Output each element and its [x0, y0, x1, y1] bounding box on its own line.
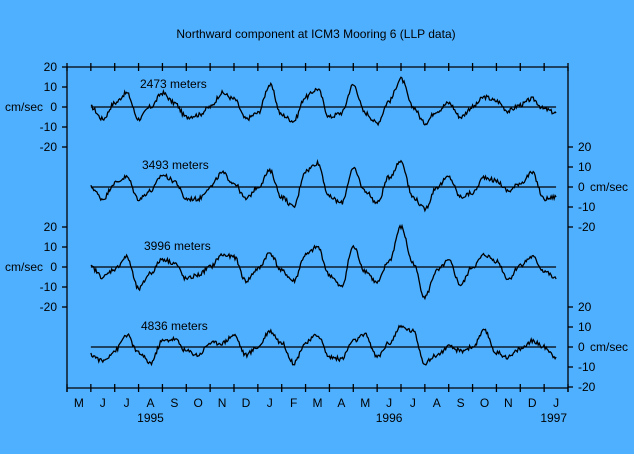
series-label: 4836 meters — [141, 319, 208, 333]
y-tick-label: 0 — [50, 260, 57, 274]
series-line — [90, 324, 557, 367]
x-tick-label: J — [386, 396, 392, 410]
series-group: 2473 meters 3493 meters 3996 meters 4836 me… — [90, 76, 557, 367]
y-axis-unit-label: cm/sec — [5, 260, 43, 274]
y-tick-label: 20 — [578, 300, 592, 314]
y-tick-label: -10 — [40, 120, 58, 134]
x-tick-label: J — [124, 396, 130, 410]
y-tick-label: 0 — [578, 180, 585, 194]
x-tick-label: D — [242, 396, 251, 410]
y-tick-label: -10 — [40, 280, 58, 294]
x-tick-label: M — [74, 396, 84, 410]
y-tick-label: -10 — [578, 360, 596, 374]
series-2: 3493 meters — [90, 158, 557, 213]
y-tick-label: -10 — [578, 200, 596, 214]
x-tick-label: F — [290, 396, 297, 410]
series-4: 4836 meters — [90, 319, 557, 367]
x-tick-label: J — [553, 396, 559, 410]
x-tick-label: O — [480, 396, 489, 410]
x-tick-label: S — [457, 396, 465, 410]
series-label: 3996 meters — [144, 239, 211, 253]
y-tick-label: -20 — [40, 140, 58, 154]
series-label: 2473 meters — [140, 77, 207, 91]
y-tick-label: 20 — [578, 140, 592, 154]
x-tick-label: M — [313, 396, 323, 410]
x-tick-label: D — [528, 396, 537, 410]
y-axis-unit-label: cm/sec — [590, 340, 628, 354]
x-tick-label: N — [218, 396, 227, 410]
y-tick-label: 20 — [44, 220, 58, 234]
y-tick-label: 20 — [44, 60, 58, 74]
series-label: 3493 meters — [142, 158, 209, 172]
series-3: 3996 meters — [90, 223, 557, 301]
year-label: 1995 — [137, 411, 164, 425]
series-line — [90, 223, 557, 301]
x-tick-label: A — [433, 396, 441, 410]
y-tick-label: -20 — [578, 220, 596, 234]
x-tick-label: J — [267, 396, 273, 410]
series-1: 2473 meters — [90, 76, 557, 127]
y-tick-label: -20 — [40, 300, 58, 314]
y-tick-label: 0 — [578, 340, 585, 354]
chart-title: Northward component at ICM3 Mooring 6 (L… — [176, 27, 455, 41]
year-label: 1997 — [540, 411, 567, 425]
x-tick-label: A — [337, 396, 345, 410]
x-tick-label: J — [410, 396, 416, 410]
series-line — [90, 76, 557, 127]
y-tick-label: 10 — [578, 160, 592, 174]
y-tick-label: 10 — [44, 80, 58, 94]
series-line — [90, 158, 557, 213]
y-axis-unit-label: cm/sec — [5, 100, 43, 114]
x-tick-label: S — [170, 396, 178, 410]
x-tick-label: J — [100, 396, 106, 410]
y-tick-label: 10 — [578, 320, 592, 334]
y-tick-label: -20 — [578, 380, 596, 394]
y-tick-label: 10 — [44, 240, 58, 254]
y-axis-unit-label: cm/sec — [590, 180, 628, 194]
x-tick-label: M — [360, 396, 370, 410]
year-label: 1996 — [376, 411, 403, 425]
x-tick-label: A — [146, 396, 154, 410]
x-tick-label: N — [504, 396, 513, 410]
y-tick-label: 0 — [50, 100, 57, 114]
x-tick-label: O — [194, 396, 203, 410]
